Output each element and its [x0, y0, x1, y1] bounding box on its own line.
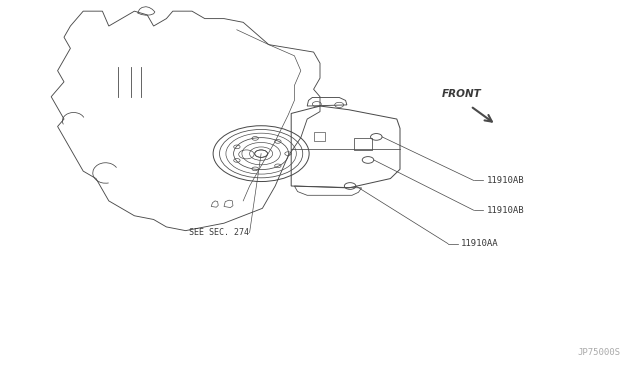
Text: 11910AB: 11910AB [486, 206, 524, 215]
Text: FRONT: FRONT [442, 89, 481, 99]
Text: 11910AB: 11910AB [486, 176, 524, 185]
Text: SEE SEC. 274: SEE SEC. 274 [189, 228, 249, 237]
Bar [314, 132, 325, 141]
Text: JP75000S: JP75000S [578, 348, 621, 357]
Bar [354, 138, 372, 150]
Text: 11910AA: 11910AA [461, 239, 499, 248]
